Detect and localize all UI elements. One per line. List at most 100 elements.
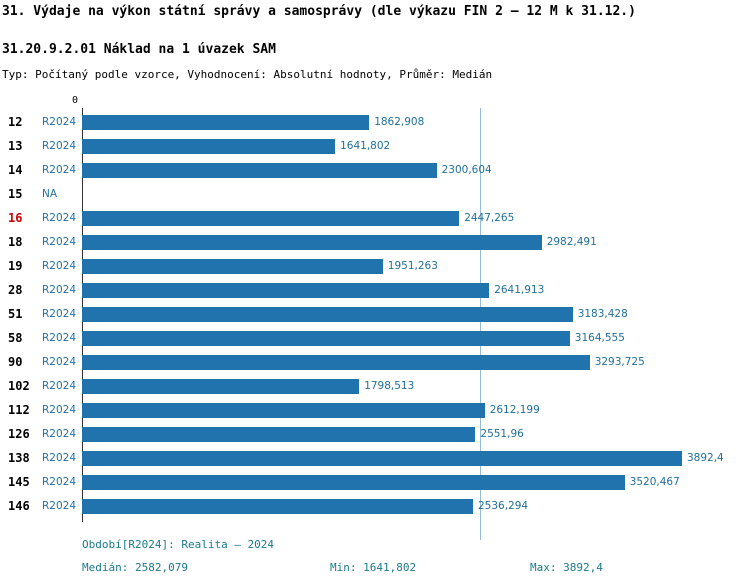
value-label: 1862,908 [374,116,425,128]
value-label: 2641,913 [494,284,545,296]
value-bar[interactable] [82,378,360,394]
row-id: 102 [8,379,30,393]
row-plot-area: 3892,4 [82,446,750,470]
chart-row: 19 R2024 1951,263 [0,254,750,278]
row-id: 145 [8,475,30,489]
chart-row: 12 R2024 1862,908 [0,110,750,134]
chart-row: 58 R2024 3164,555 [0,326,750,350]
median-line [480,108,481,540]
chart-row: 28 R2024 2641,913 [0,278,750,302]
chart-row: 14 R2024 2300,604 [0,158,750,182]
value-label: 2551,96 [480,428,524,440]
footer-min: Min: 1641,802 [330,561,417,574]
row-period-label: R2024 [42,428,77,440]
value-bar[interactable] [82,498,473,514]
value-bar[interactable] [82,138,336,154]
row-plot-area: 3293,725 [82,350,750,374]
row-plot-area: 2447,265 [82,206,750,230]
value-label: 2300,604 [441,164,492,176]
bar-chart: 12 R2024 1862,908 13 R2024 1641,802 14 R2024 230… [0,108,750,540]
row-period-label: R2024 [42,140,77,152]
value-label: 2536,294 [478,500,529,512]
value-label: 3164,555 [574,332,625,344]
chart-row: 112 R2024 2612,199 [0,398,750,422]
chart-row: 18 R2024 2982,491 [0,230,750,254]
row-id: 14 [8,163,23,177]
value-bar[interactable] [82,210,460,226]
value-bar[interactable] [82,474,625,490]
row-plot-area: 2982,491 [82,230,750,254]
chart-row: 13 R2024 1641,802 [0,134,750,158]
value-bar[interactable] [82,234,542,250]
row-id: 28 [8,283,23,297]
row-id: 12 [8,115,23,129]
row-id: 13 [8,139,23,153]
row-plot-area: 3183,428 [82,302,750,326]
row-id: 126 [8,427,30,441]
value-bar[interactable] [82,162,437,178]
value-label: 2612,199 [489,404,540,416]
row-id: 16 [8,211,23,225]
row-period-label: R2024 [42,260,77,272]
indicator-meta: Typ: Počítaný podle vzorce, Vyhodnocení:… [2,68,493,81]
row-id: 58 [8,331,23,345]
value-bar[interactable] [82,114,370,130]
value-label: 3520,467 [629,476,680,488]
row-period-label: R2024 [42,380,77,392]
value-bar[interactable] [82,330,570,346]
chart-row: 15 NA [0,182,750,206]
footer-median: Medián: 2582,079 [82,561,188,574]
value-bar[interactable] [82,402,485,418]
chart-rows: 12 R2024 1862,908 13 R2024 1641,802 14 R2024 230… [0,110,750,518]
row-period-label: NA [42,188,58,200]
chart-row: 138 R2024 3892,4 [0,446,750,470]
chart-row: 145 R2024 3520,467 [0,470,750,494]
value-bar[interactable] [82,426,476,442]
value-label: 1798,513 [364,380,415,392]
row-plot-area: 3164,555 [82,326,750,350]
value-bar[interactable] [82,258,383,274]
value-label: 3293,725 [594,356,645,368]
row-id: 51 [8,307,23,321]
value-label: 2982,491 [546,236,597,248]
row-plot-area: 1951,263 [82,254,750,278]
chart-row: 126 R2024 2551,96 [0,422,750,446]
value-label: 1951,263 [387,260,438,272]
value-bar[interactable] [82,354,590,370]
row-plot-area: 2641,913 [82,278,750,302]
row-period-label: R2024 [42,116,77,128]
chart-row: 16 R2024 2447,265 [0,206,750,230]
row-plot-area: 1641,802 [82,134,750,158]
value-label: 3183,428 [577,308,628,320]
row-id: 138 [8,451,30,465]
row-plot-area: 3520,467 [82,470,750,494]
row-plot-area: 1798,513 [82,374,750,398]
row-period-label: R2024 [42,164,77,176]
row-plot-area: 2536,294 [82,494,750,518]
row-id: 112 [8,403,30,417]
value-bar[interactable] [82,306,573,322]
value-bar[interactable] [82,450,682,466]
row-id: 90 [8,355,23,369]
value-label: 1641,802 [340,140,391,152]
row-period-label: R2024 [42,236,77,248]
indicator-subtitle: 31.20.9.2.01 Náklad na 1 úvazek SAM [2,42,276,57]
row-period-label: R2024 [42,284,77,296]
page-title: 31. Výdaje na výkon státní správy a samo… [2,4,636,19]
row-plot-area: 2612,199 [82,398,750,422]
value-bar[interactable] [82,282,490,298]
row-period-label: R2024 [42,308,77,320]
row-id: 19 [8,259,23,273]
chart-row: 102 R2024 1798,513 [0,374,750,398]
row-period-label: R2024 [42,476,77,488]
row-plot-area: 2300,604 [82,158,750,182]
row-id: 18 [8,235,23,249]
row-period-label: R2024 [42,404,77,416]
row-id: 15 [8,187,23,201]
row-period-label: R2024 [42,500,77,512]
chart-row: 90 R2024 3293,725 [0,350,750,374]
chart-row: 51 R2024 3183,428 [0,302,750,326]
row-id: 146 [8,499,30,513]
footer-max: Max: 3892,4 [530,561,603,574]
value-label: 2447,265 [464,212,515,224]
